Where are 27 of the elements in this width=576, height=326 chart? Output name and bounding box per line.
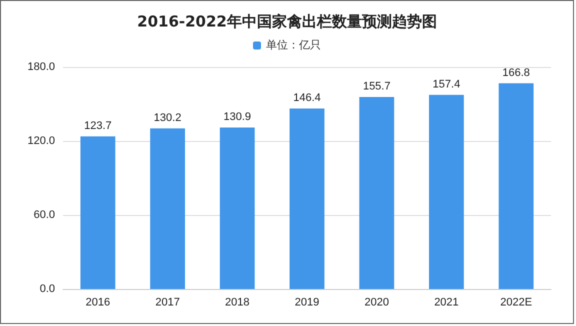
y-tick-label: 180.0 [27, 61, 55, 73]
x-tick-label: 2016 [86, 296, 110, 308]
legend-label: 单位：亿只 [266, 38, 321, 52]
data-label: 146.4 [293, 92, 321, 104]
bar [359, 96, 394, 289]
bar [220, 128, 255, 289]
x-tick-label: 2017 [155, 296, 180, 308]
bar [80, 136, 116, 289]
bar [150, 128, 185, 289]
chart-title: 2016-2022年中国家禽出栏数量预测趋势图 [137, 12, 437, 30]
x-tick-label: 2018 [225, 296, 250, 308]
data-label: 130.9 [224, 111, 252, 124]
x-tick-label: 2020 [364, 296, 389, 308]
data-label: 123.7 [84, 120, 112, 132]
bar [429, 94, 464, 289]
y-tick-label: 60.0 [34, 209, 55, 221]
x-tick-label: 2021 [434, 296, 459, 308]
data-label: 130.2 [154, 112, 182, 124]
x-tick-label: 2022E [500, 296, 532, 308]
data-label: 157.4 [432, 78, 460, 90]
y-tick-label: 120.0 [27, 135, 55, 147]
x-tick-label: 2019 [294, 296, 320, 308]
y-tick-label: 0.0 [40, 283, 55, 295]
bar [498, 83, 534, 289]
bar [290, 108, 324, 289]
data-label: 166.8 [502, 66, 530, 79]
data-label: 155.7 [362, 80, 390, 92]
